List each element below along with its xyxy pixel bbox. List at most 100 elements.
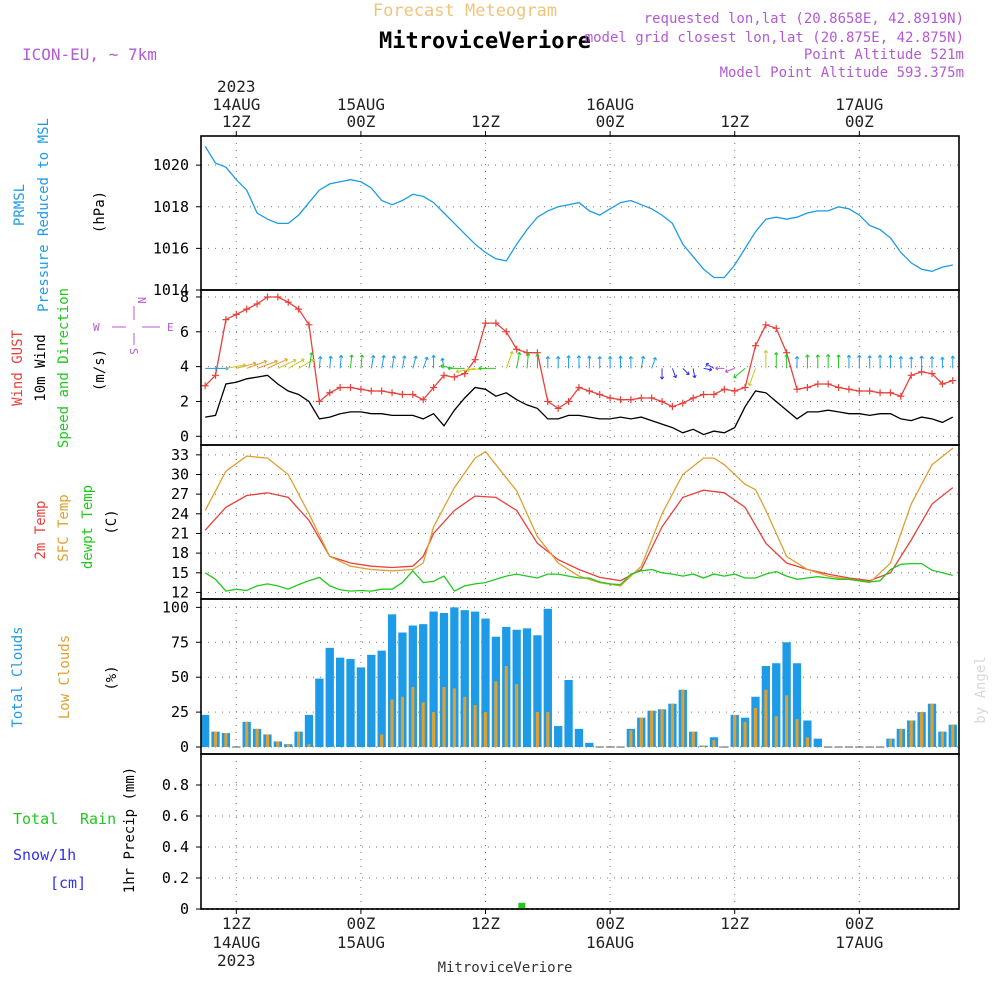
- low-cloud-bar: [515, 684, 519, 748]
- watermark: by Angel: [973, 656, 989, 723]
- gust-marker: [679, 399, 687, 407]
- precip-label-unit: 1hr Precip (mm): [122, 767, 138, 893]
- low-cloud-bar: [650, 710, 654, 748]
- low-cloud-bar: [712, 740, 716, 748]
- wind-arrow: [703, 367, 713, 372]
- wind-arrow: [919, 355, 924, 369]
- pressure-frame: [200, 135, 960, 291]
- total-cloud-bar: [304, 714, 314, 748]
- top-date-label: 17AUG: [835, 95, 883, 114]
- precip-panel: Total Rain Snow/1h [cm] 1hr Precip (mm): [13, 767, 138, 893]
- wind-arrow: [359, 354, 365, 369]
- gust-marker: [554, 404, 562, 412]
- wind-arrow: [478, 366, 496, 371]
- total-cloud-bar: [346, 659, 355, 748]
- total-cloud-bar: [554, 726, 563, 748]
- gust-marker: [866, 387, 874, 395]
- wind-arrow: [682, 368, 690, 376]
- temperature-series-line: [204, 562, 953, 592]
- gust-marker: [222, 316, 230, 324]
- pressure-panel: PRMSL Pressure Reduced to MSL (hPa): [12, 118, 108, 312]
- wind-arrow: [556, 356, 561, 369]
- gust-marker: [700, 390, 708, 398]
- model-label: ICON-EU, ~ 7km: [22, 45, 157, 64]
- gust-marker: [212, 371, 220, 379]
- low-cloud-bar: [691, 731, 695, 748]
- y-tick-label: 0.4: [162, 838, 189, 856]
- total-cloud-bar: [398, 632, 407, 748]
- precip-label-snow: Snow/1h: [13, 846, 76, 864]
- total-cloud-bar: [564, 679, 573, 748]
- wind-arrow: [929, 356, 935, 369]
- gust-marker: [596, 390, 604, 398]
- pressure-label-msl: Pressure Reduced to MSL: [36, 118, 52, 312]
- wind-arrow: [846, 354, 852, 369]
- gust-marker: [710, 390, 718, 398]
- low-cloud-bar: [421, 702, 425, 748]
- bottom-hour-label: 12Z: [471, 914, 500, 933]
- total-cloud-bar: [335, 657, 345, 748]
- total-cloud-bar: [574, 728, 584, 748]
- gust-marker: [897, 392, 905, 400]
- clouds-label-low: Low Clouds: [57, 635, 73, 719]
- gust-marker: [876, 389, 884, 397]
- requested-coords: requested lon,lat (20.8658E, 42.8919N): [644, 11, 964, 27]
- wind-arrow: [587, 355, 592, 369]
- gust-marker: [274, 293, 282, 301]
- gust-marker: [803, 384, 811, 392]
- wind-plot: 0 2 4 6 8: [180, 288, 960, 446]
- wind-arrow: [246, 359, 268, 369]
- gust-marker: [284, 298, 292, 306]
- gust-marker: [430, 384, 438, 392]
- gust-marker: [492, 319, 500, 327]
- low-cloud-bar: [785, 695, 789, 748]
- total-cloud-bar: [315, 678, 324, 748]
- wind-arrow: [349, 354, 354, 369]
- gust-marker: [648, 394, 656, 402]
- low-cloud-bar: [494, 681, 498, 748]
- bottom-date-label: 17AUG: [835, 933, 883, 952]
- wind-arrow: [628, 356, 634, 369]
- wind-arrow: [877, 354, 883, 369]
- location-title: MitroviceVeriore: [379, 29, 591, 54]
- total-cloud-bar: [201, 714, 210, 748]
- wind-arrow: [422, 356, 429, 369]
- low-cloud-bar: [411, 686, 415, 748]
- wind-arrow: [836, 354, 841, 369]
- total-cloud-bar: [387, 614, 397, 748]
- gust-marker: [398, 390, 406, 398]
- pressure-series-line: [204, 146, 953, 279]
- gust-marker: [855, 387, 863, 395]
- bottom-hour-label: 00Z: [845, 914, 874, 933]
- compass-e: E: [167, 321, 174, 334]
- gust-marker: [637, 394, 645, 402]
- total-cloud-bar: [439, 612, 449, 748]
- wind-arrow: [455, 367, 476, 374]
- wind-arrow: [763, 350, 769, 369]
- low-cloud-bar: [899, 728, 903, 748]
- wind-arrow: [597, 356, 602, 369]
- gust-marker: [918, 368, 926, 376]
- wind-arrow: [287, 358, 305, 369]
- low-cloud-bar: [213, 731, 218, 748]
- wind-label-10m: 10m Wind: [33, 334, 49, 401]
- low-cloud-bar: [743, 721, 747, 748]
- wind-arrow: [298, 358, 315, 369]
- total-cloud-bar: [772, 663, 781, 748]
- wind-arrow: [715, 366, 725, 371]
- wind-arrow: [431, 354, 436, 369]
- gust-marker: [658, 397, 666, 405]
- low-cloud-bar: [546, 712, 550, 748]
- wind-arrow: [857, 354, 862, 369]
- y-tick-label: 33: [171, 446, 189, 464]
- compass-s: S: [127, 348, 140, 355]
- bottom-date-label: 14AUG: [212, 933, 260, 952]
- wind-arrow: [724, 367, 735, 374]
- wind-arrow: [401, 355, 407, 369]
- y-tick-label: 15: [171, 564, 189, 582]
- y-tick-label: 0: [180, 427, 189, 445]
- low-cloud-bar: [888, 738, 893, 748]
- wind-arrow: [447, 366, 465, 371]
- wind-arrow: [566, 355, 571, 369]
